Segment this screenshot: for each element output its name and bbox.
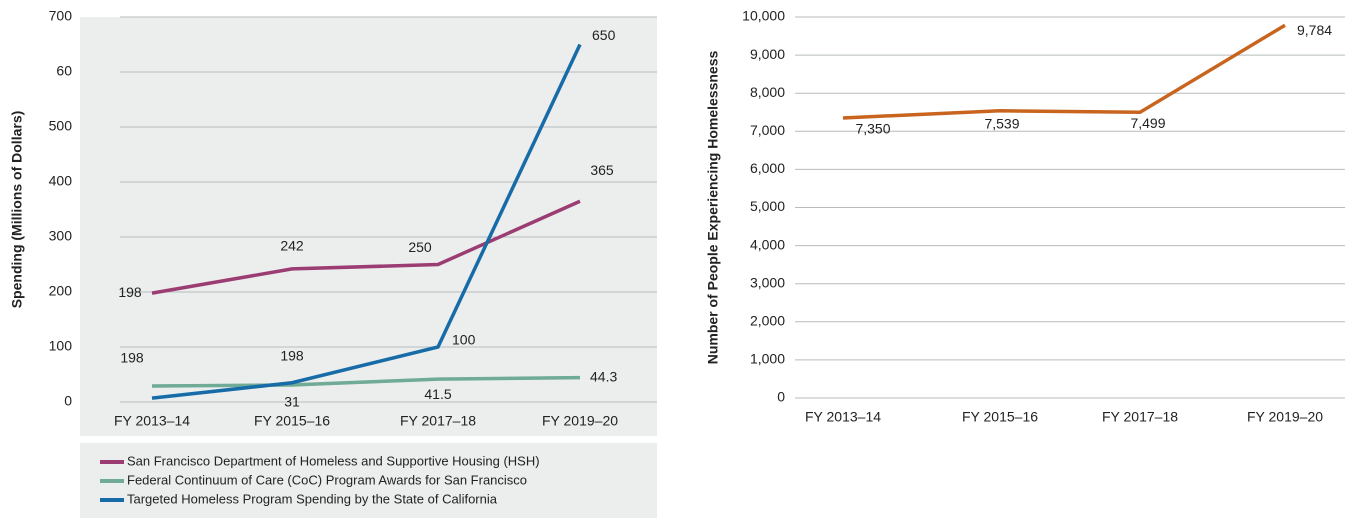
data-label: 44.3 — [590, 368, 617, 384]
y-tick-label: 1,000 — [750, 351, 785, 367]
y-tick-label: 100 — [49, 338, 73, 354]
x-tick-label: FY 2017–18 — [400, 413, 476, 429]
line — [151, 43, 582, 400]
line — [151, 375, 581, 388]
y-tick-label: 4,000 — [750, 236, 785, 252]
legend-label: Targeted Homeless Program Spending by th… — [127, 491, 498, 506]
line — [151, 199, 581, 295]
plot-background — [80, 17, 657, 436]
data-label: 242 — [280, 238, 304, 254]
x-tick-label: FY 2017–18 — [1102, 409, 1178, 425]
y-tick-label: 700 — [49, 8, 73, 24]
data-label: 100 — [452, 332, 476, 348]
data-label: 7,350 — [855, 121, 890, 137]
y-tick-label: 7,000 — [750, 122, 785, 138]
y-axis-title: Number of People Experiencing Homelessne… — [705, 51, 721, 365]
legend-label: Federal Continuum of Care (CoC) Program … — [127, 472, 527, 487]
legend-box — [80, 443, 657, 518]
x-tick-label: FY 2013–14 — [805, 409, 881, 425]
data-label: 31 — [284, 394, 300, 410]
data-label: 7,539 — [984, 115, 1019, 131]
y-tick-label: 200 — [49, 283, 73, 299]
x-tick-label: FY 2019–20 — [542, 413, 618, 429]
data-label: 9,784 — [1297, 22, 1332, 38]
x-tick-label: FY 2015–16 — [254, 413, 330, 429]
data-label: 650 — [592, 27, 616, 43]
annotation: 198 — [280, 348, 304, 364]
y-axis-title: Spending (Millions of Dollars) — [9, 111, 25, 309]
y-tick-label: 500 — [49, 118, 73, 134]
y-tick-label: 10,000 — [742, 8, 785, 24]
y-tick-label: 2,000 — [750, 313, 785, 329]
y-tick-label: 0 — [777, 389, 785, 405]
x-tick-label: FY 2019–20 — [1247, 409, 1323, 425]
x-tick-label: FY 2013–14 — [114, 413, 190, 429]
data-label: 198 — [118, 284, 142, 300]
y-tick-label: 300 — [49, 228, 73, 244]
data-label: 250 — [408, 239, 432, 255]
data-label: 41.5 — [424, 386, 451, 402]
y-tick-label: 5,000 — [750, 198, 785, 214]
y-tick-label: 3,000 — [750, 274, 785, 290]
y-tick-label: 400 — [49, 173, 73, 189]
data-label: 7,499 — [1130, 115, 1165, 131]
line — [842, 23, 1286, 120]
annotation: 198 — [120, 350, 144, 366]
y-tick-label: 9,000 — [750, 46, 785, 62]
legend-label: San Francisco Department of Homeless and… — [127, 453, 540, 468]
y-tick-label: 6,000 — [750, 160, 785, 176]
x-tick-label: FY 2015–16 — [962, 409, 1038, 425]
y-tick-label: 60 — [56, 63, 72, 79]
y-tick-label: 0 — [64, 393, 72, 409]
y-tick-label: 8,000 — [750, 84, 785, 100]
data-label: 365 — [590, 162, 614, 178]
